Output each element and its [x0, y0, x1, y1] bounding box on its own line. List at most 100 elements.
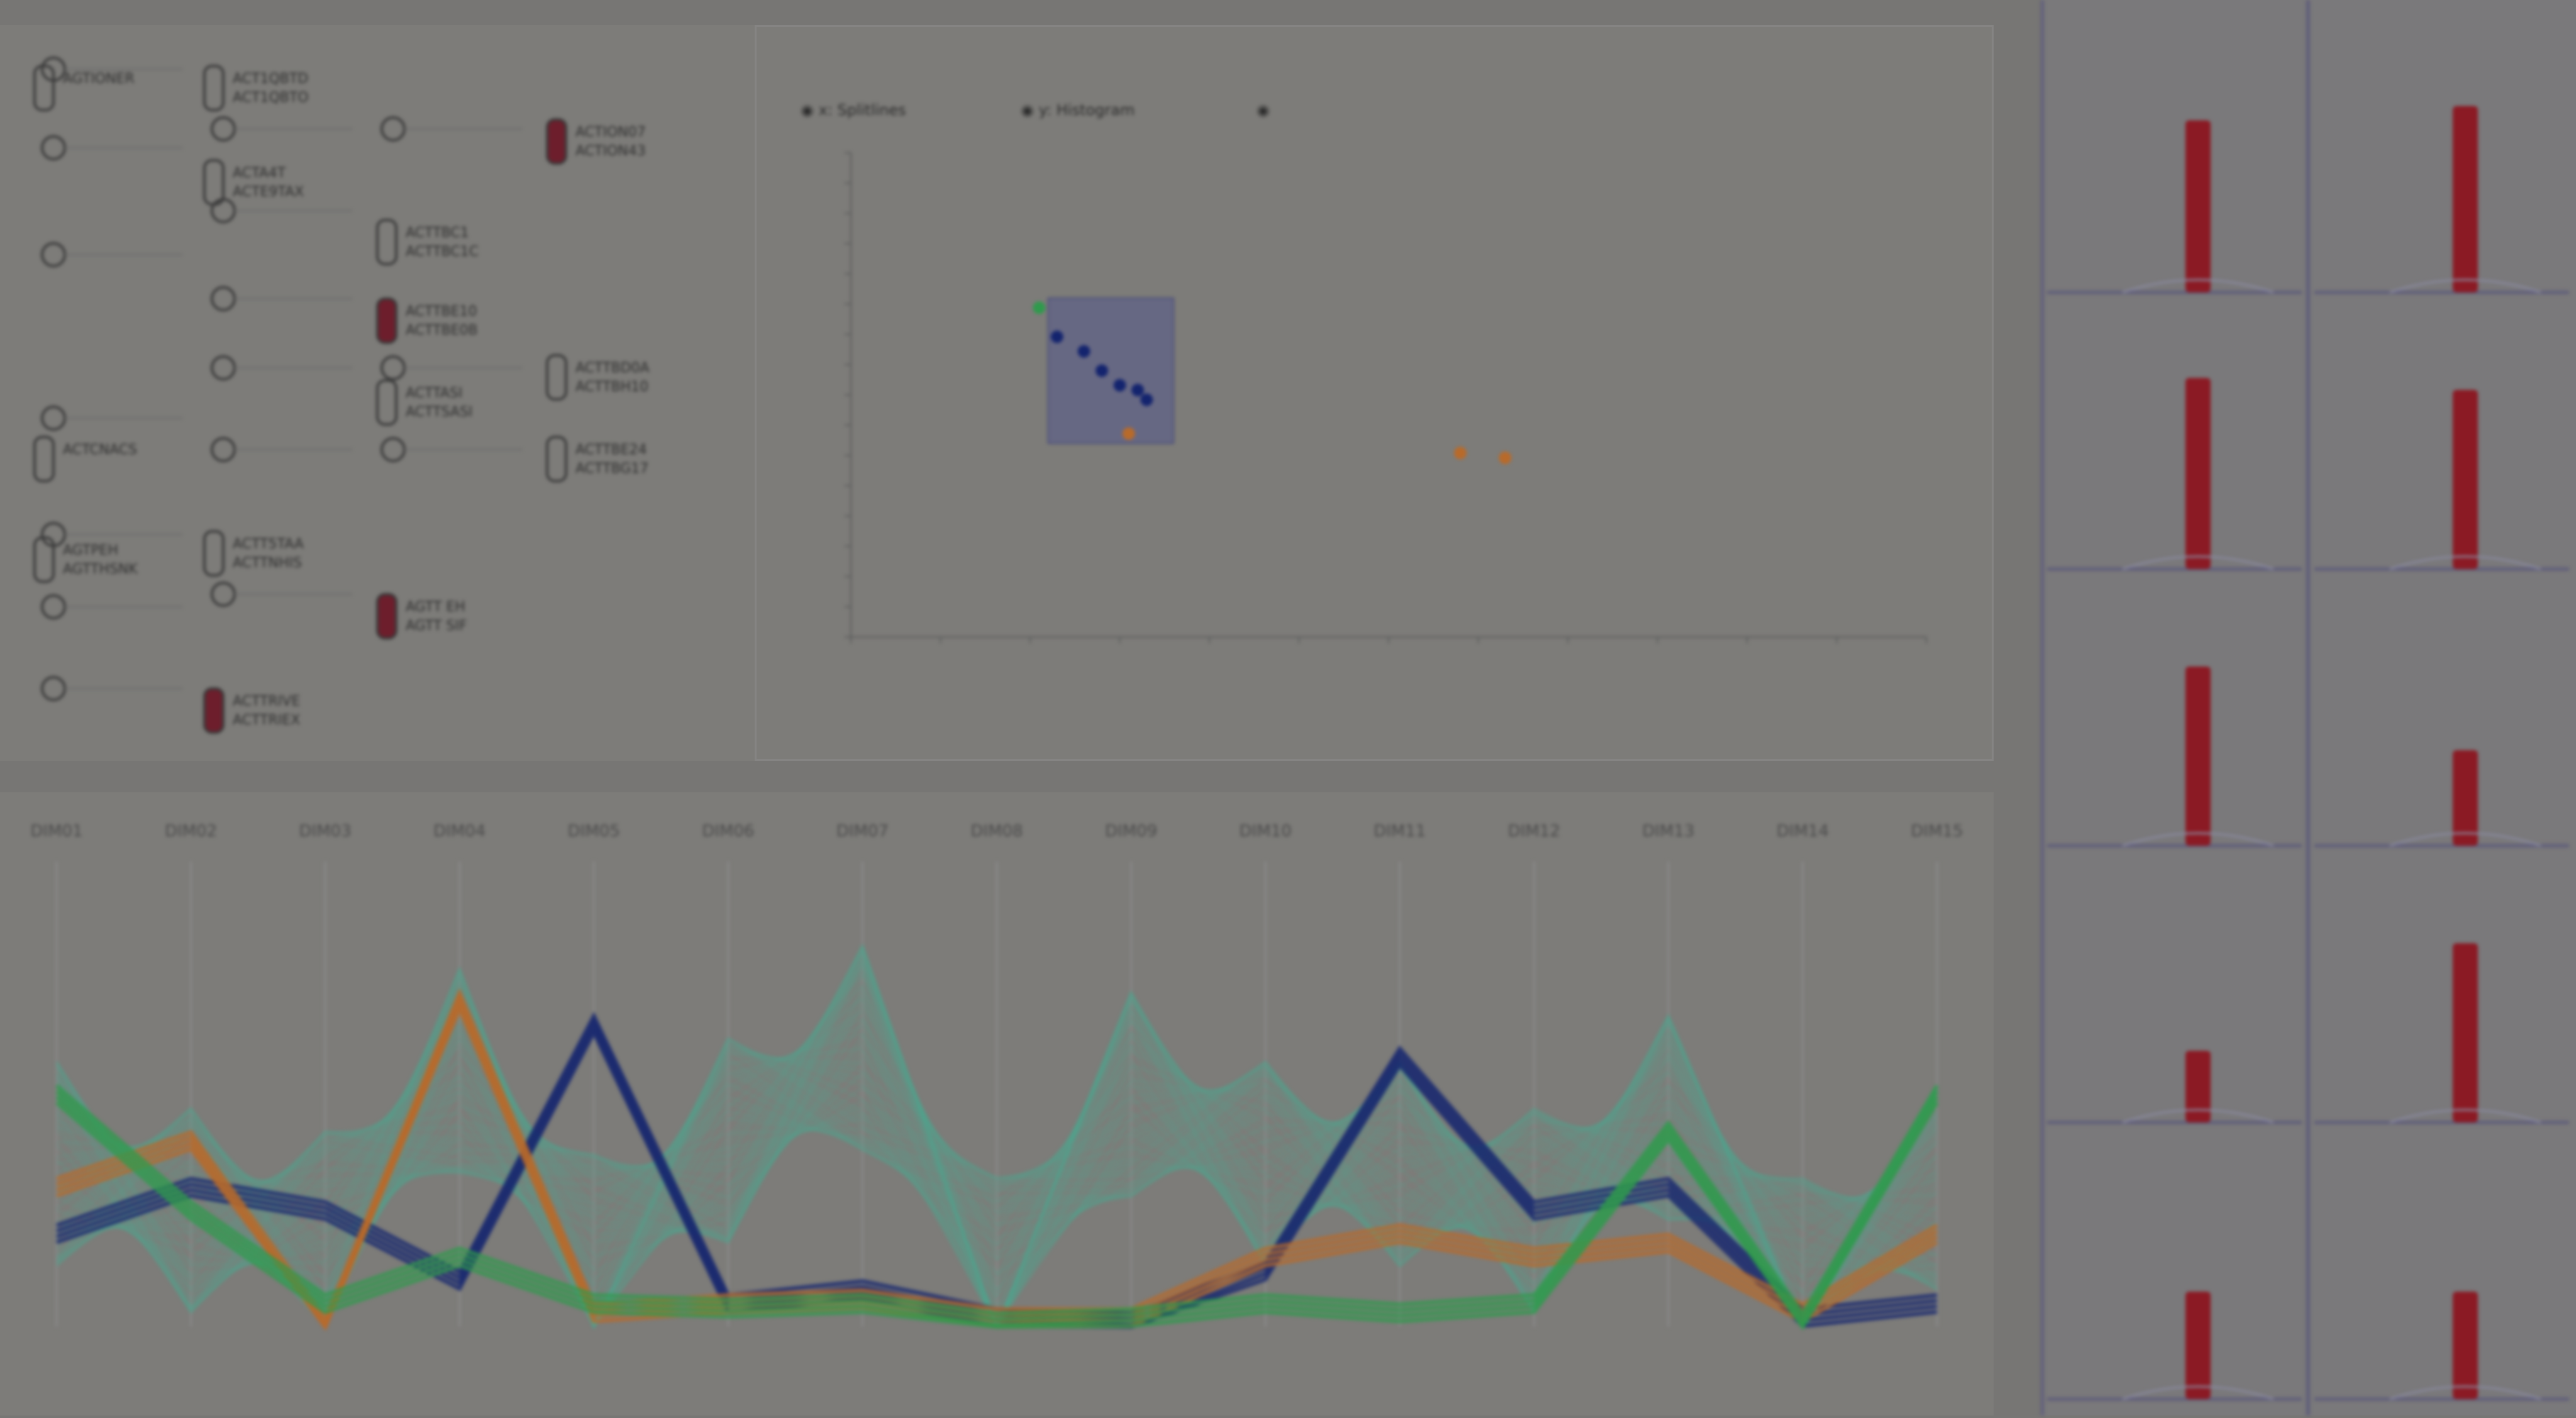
pc-axis-label: DIM14	[1777, 822, 1829, 841]
tree-node-icon[interactable]	[211, 116, 236, 141]
tree-leaf-glyph[interactable]	[546, 354, 567, 401]
tree-leaf-label: ACTION07	[575, 125, 646, 140]
histogram-bar	[2185, 120, 2211, 292]
tree-node-icon[interactable]	[211, 437, 236, 462]
tree-leaf-glyph[interactable]	[203, 65, 225, 111]
tree-leaf-glyph[interactable]	[33, 436, 55, 482]
pc-axis-label: DIM07	[836, 822, 889, 841]
pc-background-line	[56, 1060, 1938, 1289]
histogram-bar	[2185, 1051, 2211, 1122]
pc-axis-label: DIM04	[433, 822, 486, 841]
tree-leaf-glyph[interactable]	[33, 536, 55, 583]
tree-node-icon[interactable]	[41, 594, 66, 619]
pc-highlight-line[interactable]	[56, 987, 1938, 1322]
pc-axis-label: DIM02	[165, 822, 217, 841]
density-curve	[2389, 832, 2541, 847]
tree-leaf-label: ACTTRIEX	[233, 712, 300, 728]
scatter-point[interactable]	[1454, 446, 1467, 460]
pc-background-line	[56, 1064, 1938, 1299]
histogram-bar	[2185, 667, 2211, 846]
tree-node-icon[interactable]	[211, 198, 236, 223]
tree-leaf-label: AGTT SIF	[406, 618, 467, 634]
tree-leaf-glyph[interactable]	[376, 297, 397, 344]
tree-node-icon[interactable]	[380, 437, 406, 462]
tree-leaf-label: ACTA4T	[233, 165, 286, 181]
scatter-point[interactable]	[1113, 379, 1126, 392]
pc-background-line	[56, 1039, 1938, 1314]
tree-node-icon[interactable]	[41, 242, 66, 267]
tree-leaf-glyph[interactable]	[203, 687, 225, 734]
tree-leaf-label: ACTTBD0A	[575, 360, 650, 376]
pc-axis-label: DIM01	[30, 822, 82, 841]
tree-node-icon[interactable]	[211, 355, 236, 380]
selection-brush[interactable]	[1047, 297, 1174, 444]
tree-leaf-label: AGTIONER	[63, 71, 135, 87]
pc-background-line	[56, 959, 1938, 1329]
scatter-legend-item[interactable]: ◉ x: Splitlines	[801, 101, 906, 119]
parallel-coordinates-plot[interactable]: DIM01 DIM02 DIM03 DIM04 DIM05 DIM06 DIM07 DIM08…	[0, 792, 1994, 1415]
tree-leaf-glyph[interactable]	[33, 65, 55, 111]
histogram-bar	[2453, 1292, 2478, 1399]
tree-leaf-glyph[interactable]	[203, 530, 225, 577]
tree-leaf-label: AGTTHSNK	[63, 562, 138, 577]
pc-highlight-line[interactable]	[55, 1084, 1939, 1317]
pc-axis-label: DIM09	[1105, 822, 1157, 841]
histogram-bar	[2453, 750, 2478, 846]
density-curve	[2122, 555, 2274, 570]
tree-leaf-glyph[interactable]	[376, 593, 397, 640]
tree-node-icon[interactable]	[380, 116, 406, 141]
tree-leaf-label: ACTTBC1	[406, 225, 469, 241]
hierarchy-tree-panel[interactable]: AGTIONER ACT1QBTD ACT1QBTO ACTA4T ACTE9TAX AC…	[0, 25, 755, 761]
pc-axis-label: DIM10	[1240, 822, 1292, 841]
density-curve	[2389, 1109, 2541, 1124]
tree-node-icon[interactable]	[41, 676, 66, 701]
tree-node-icon[interactable]	[211, 582, 236, 607]
tree-node-icon[interactable]	[41, 135, 66, 160]
scatter-legend-item[interactable]: ◉	[1257, 101, 1270, 119]
tree-leaf-label: ACTTRIVE	[233, 694, 300, 709]
scatter-point[interactable]	[1050, 330, 1063, 343]
tree-leaf-glyph[interactable]	[546, 436, 567, 482]
tree-leaf-glyph[interactable]	[546, 118, 567, 165]
tree-leaf-label: ACTE9TAX	[233, 184, 304, 200]
tree-leaf-label: AGTT EH	[406, 599, 465, 615]
tree-node-icon[interactable]	[41, 406, 66, 431]
parallel-coordinates-panel[interactable]: DIM01 DIM02 DIM03 DIM04 DIM05 DIM06 DIM07 DIM08…	[0, 792, 1994, 1415]
scatter-point[interactable]	[1122, 427, 1135, 440]
pc-background-line	[55, 1029, 1938, 1312]
tree-leaf-label: ACTTNHIS	[233, 555, 302, 571]
pc-axis-label: DIM03	[299, 822, 352, 841]
scatter-plot[interactable]: ◉ x: Splitlines ◉ y: Histogram ◉	[757, 27, 1992, 759]
pc-axis-label: DIM06	[702, 822, 754, 841]
density-curve	[2122, 1385, 2274, 1400]
pc-axis-label: DIM08	[970, 822, 1023, 841]
tree-node-icon[interactable]	[380, 355, 406, 380]
scatter-legend-item[interactable]: ◉ y: Histogram	[1021, 101, 1135, 119]
hierarchy-tree[interactable]: AGTIONER ACT1QBTD ACT1QBTO ACTA4T ACTE9TAX AC…	[0, 25, 755, 761]
tree-node-icon[interactable]	[211, 286, 236, 311]
scatter-plot-panel[interactable]: ◉ x: Splitlines ◉ y: Histogram ◉	[755, 25, 1994, 761]
scatter-point[interactable]	[1131, 384, 1144, 397]
scatter-point[interactable]	[1033, 301, 1046, 314]
density-curve	[2389, 555, 2541, 570]
pc-background-line	[56, 1062, 1938, 1295]
pc-background-line	[55, 1014, 1938, 1320]
pc-highlight-line[interactable]	[55, 1095, 1939, 1329]
pc-axis-label: DIM12	[1508, 822, 1560, 841]
pc-highlight-line[interactable]	[55, 1090, 1939, 1323]
small-multiples-grid	[2040, 0, 2569, 1415]
tree-leaf-label: ACTTBE0B	[406, 323, 478, 338]
pc-background-line	[55, 1009, 1938, 1326]
pc-background-line	[56, 1056, 1938, 1314]
tree-leaf-glyph[interactable]	[376, 379, 397, 426]
tree-leaf-glyph[interactable]	[376, 219, 397, 265]
scatter-point[interactable]	[1096, 364, 1108, 377]
tree-leaf-label: ACT1QBTO	[233, 90, 309, 106]
scatter-point[interactable]	[1499, 451, 1512, 465]
pc-background-line	[56, 1069, 1938, 1312]
pc-axis-label: DIM13	[1642, 822, 1694, 841]
scatter-point[interactable]	[1140, 393, 1153, 406]
tree-leaf-glyph[interactable]	[203, 159, 225, 206]
pc-background-line	[56, 1050, 1938, 1315]
scatter-point[interactable]	[1077, 345, 1091, 358]
